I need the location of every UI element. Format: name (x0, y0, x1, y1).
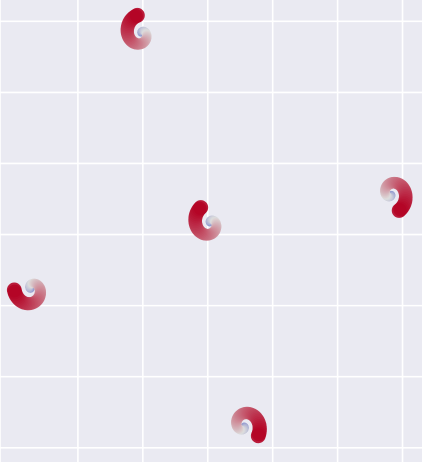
spiral-3 (380, 176, 413, 218)
data-point (6, 282, 22, 298)
spiral-2 (188, 200, 222, 241)
spiral-1 (120, 7, 152, 50)
data-point (193, 200, 209, 215)
data-point (129, 7, 145, 23)
spiral-4 (6, 278, 47, 311)
data-point (250, 428, 266, 444)
data-points (6, 7, 413, 444)
spiral-5 (231, 406, 267, 444)
data-point (391, 203, 407, 218)
